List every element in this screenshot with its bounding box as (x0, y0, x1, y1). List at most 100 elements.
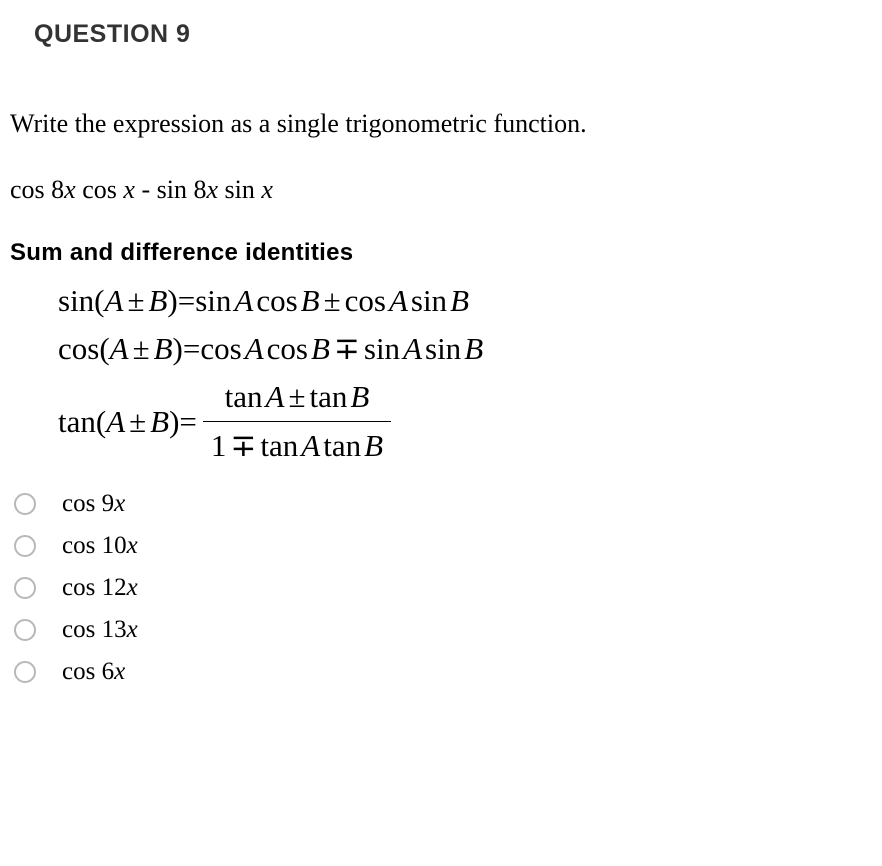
coef: 6 (102, 658, 115, 685)
radio-button[interactable] (14, 535, 36, 557)
fn-cos: cos (62, 658, 95, 685)
option-label: cos 6x (62, 658, 125, 686)
option-row[interactable]: cos 10x (14, 532, 872, 560)
fn-tan-open: tan( (58, 398, 106, 446)
identity-tan: tan(A±B) = tanA±tanB 1∓tanAtanB (58, 373, 872, 470)
fn-tan: tan (225, 379, 263, 414)
equals: = (179, 398, 196, 446)
fn-cos: cos (62, 574, 95, 601)
fn-cos: cos (82, 175, 117, 204)
fn-tan: tan (260, 428, 298, 463)
fn-cos: cos (267, 325, 308, 373)
operator-minus: - (135, 175, 157, 204)
fn-cos-open: cos( (58, 325, 110, 373)
var-B: B (148, 277, 167, 325)
fn-cos: cos (256, 277, 297, 325)
var-x: x (123, 175, 135, 204)
option-label: cos 9x (62, 490, 125, 518)
var-B: B (464, 325, 483, 373)
identities-block: sin(A±B) = sinAcosB±cosAsinB cos(A±B) = … (58, 277, 872, 470)
close-paren: ) (167, 277, 177, 325)
var-A: A (403, 325, 422, 373)
fn-sin: sin (195, 277, 231, 325)
var-B: B (311, 325, 330, 373)
var-x: x (127, 616, 138, 643)
option-row[interactable]: cos 12x (14, 574, 872, 602)
minus-plus: ∓ (334, 325, 360, 373)
radio-button[interactable] (14, 619, 36, 641)
fn-tan: tan (309, 379, 347, 414)
equals: = (178, 277, 195, 325)
var-x: x (64, 175, 76, 204)
fn-sin: sin (225, 175, 255, 204)
plus-minus: ± (133, 325, 150, 373)
coef: 8 (51, 175, 64, 204)
option-row[interactable]: cos 6x (14, 658, 872, 686)
var-x: x (127, 574, 138, 601)
fn-cos: cos (62, 532, 95, 559)
answer-options: cos 9x cos 10x cos 12x cos 13x cos 6x (14, 490, 872, 686)
plus-minus: ± (127, 277, 144, 325)
close-paren: ) (173, 325, 183, 373)
numerator: tanA±tanB (217, 373, 378, 421)
equals: = (183, 325, 200, 373)
radio-button[interactable] (14, 661, 36, 683)
plus-minus: ± (324, 277, 341, 325)
var-x: x (114, 658, 125, 685)
var-x: x (127, 532, 138, 559)
var-B: B (301, 277, 320, 325)
fn-cos: cos (345, 277, 386, 325)
var-B: B (150, 398, 169, 446)
plus-minus: ± (129, 398, 146, 446)
option-label: cos 12x (62, 574, 138, 602)
coef: 10 (102, 532, 127, 559)
coef: 9 (102, 490, 115, 517)
fn-cos: cos (200, 325, 241, 373)
expression: cos 8x cos x - sin 8x sin x (10, 175, 872, 205)
fn-sin: sin (425, 325, 461, 373)
fn-sin: sin (364, 325, 400, 373)
coef: 13 (102, 616, 127, 643)
var-A: A (110, 325, 129, 373)
denominator: 1∓tanAtanB (203, 421, 391, 470)
var-A: A (245, 325, 264, 373)
close-paren: ) (169, 398, 179, 446)
fn-cos: cos (62, 616, 95, 643)
minus-plus: ∓ (230, 422, 256, 470)
radio-button[interactable] (14, 577, 36, 599)
question-prompt: Write the expression as a single trigono… (10, 109, 872, 139)
fraction: tanA±tanB 1∓tanAtanB (203, 373, 391, 470)
fn-sin: sin (411, 277, 447, 325)
fn-cos: cos (10, 175, 45, 204)
const-1: 1 (211, 428, 227, 463)
var-A: A (301, 428, 320, 463)
var-B: B (450, 277, 469, 325)
var-A: A (105, 277, 124, 325)
coef: 12 (102, 574, 127, 601)
identity-cos: cos(A±B) = cosAcosB∓sinAsinB (58, 325, 872, 373)
fn-tan: tan (323, 428, 361, 463)
var-A: A (389, 277, 408, 325)
option-row[interactable]: cos 9x (14, 490, 872, 518)
fn-cos: cos (62, 490, 95, 517)
var-B: B (154, 325, 173, 373)
option-row[interactable]: cos 13x (14, 616, 872, 644)
var-x: x (206, 175, 218, 204)
option-label: cos 13x (62, 616, 138, 644)
identities-header: Sum and difference identities (10, 239, 872, 267)
var-B: B (364, 428, 383, 463)
var-x: x (261, 175, 273, 204)
var-x: x (114, 490, 125, 517)
option-label: cos 10x (62, 532, 138, 560)
fn-sin-open: sin( (58, 277, 105, 325)
var-A: A (234, 277, 253, 325)
identity-sin: sin(A±B) = sinAcosB±cosAsinB (58, 277, 872, 325)
var-A: A (266, 379, 285, 414)
question-number-header: QUESTION 9 (34, 20, 872, 49)
plus-minus: ± (288, 373, 305, 421)
var-A: A (106, 398, 125, 446)
var-B: B (350, 379, 369, 414)
fn-sin: sin (157, 175, 187, 204)
coef: 8 (193, 175, 206, 204)
radio-button[interactable] (14, 493, 36, 515)
